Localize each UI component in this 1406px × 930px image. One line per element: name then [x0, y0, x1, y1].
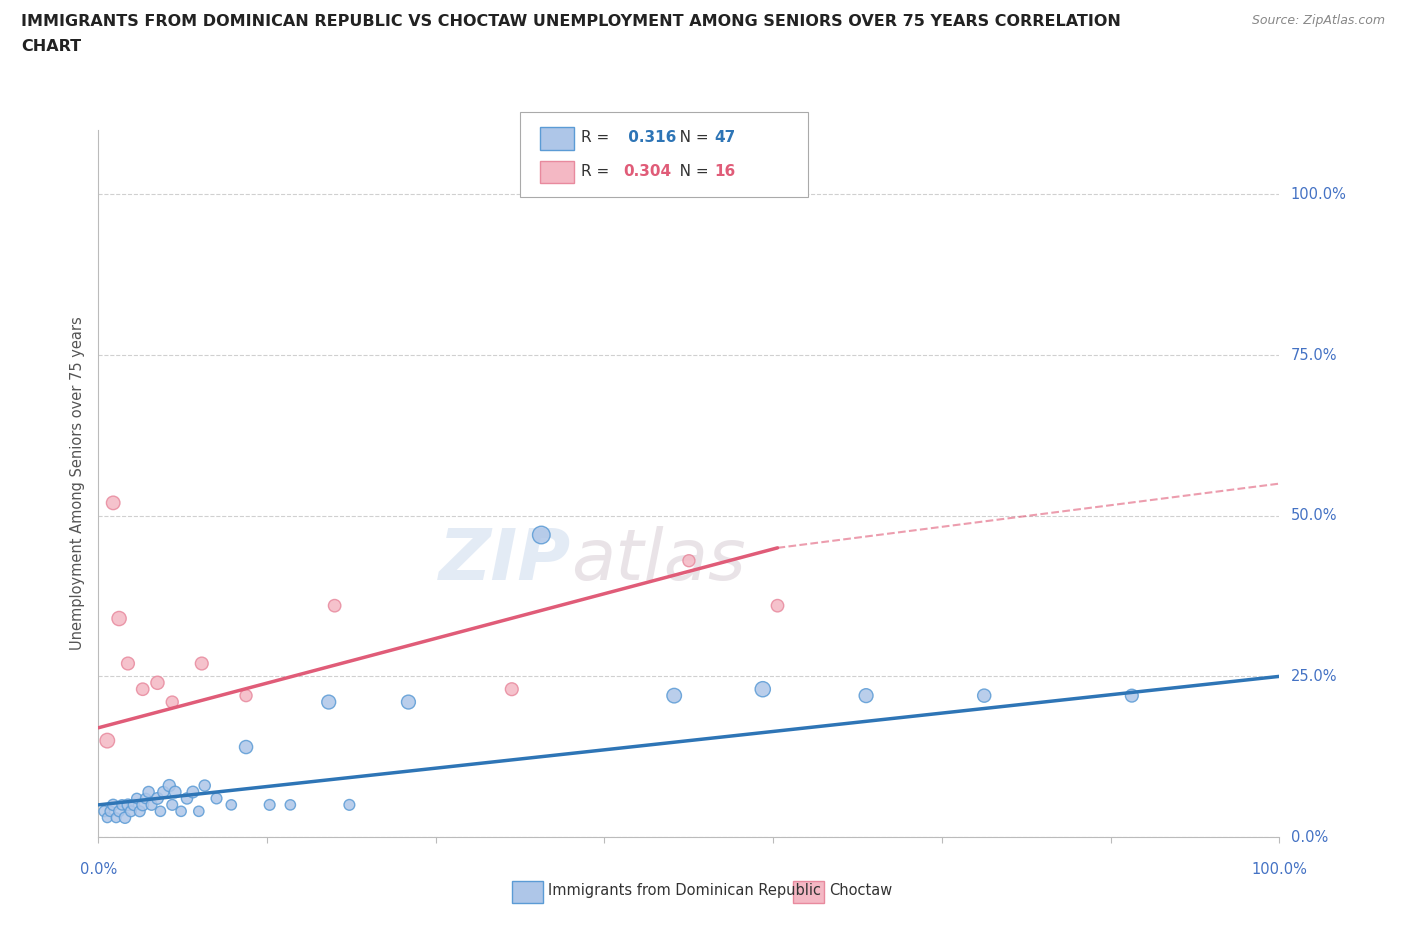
Point — [105, 810, 128, 825]
Point — [165, 785, 187, 800]
Point — [146, 791, 169, 806]
Point — [141, 797, 163, 812]
Point — [103, 496, 125, 511]
Point — [751, 682, 773, 697]
Text: ZIP: ZIP — [439, 526, 571, 595]
Text: 75.0%: 75.0% — [1291, 348, 1337, 363]
Text: Immigrants from Dominican Republic: Immigrants from Dominican Republic — [548, 884, 821, 898]
Point — [1121, 688, 1143, 703]
Point — [96, 810, 118, 825]
Y-axis label: Unemployment Among Seniors over 75 years: Unemployment Among Seniors over 75 years — [70, 317, 86, 650]
Text: 47: 47 — [714, 130, 735, 145]
Point — [664, 688, 686, 703]
Text: Choctaw: Choctaw — [830, 884, 893, 898]
Point — [93, 804, 115, 818]
Point — [219, 797, 243, 812]
Point — [191, 656, 214, 671]
Text: Source: ZipAtlas.com: Source: ZipAtlas.com — [1251, 14, 1385, 27]
Point — [122, 797, 145, 812]
Point — [278, 797, 302, 812]
Point — [125, 791, 148, 806]
Point — [678, 553, 700, 568]
Point — [396, 695, 419, 710]
Text: N =: N = — [665, 164, 713, 179]
Point — [135, 791, 157, 806]
Point — [235, 688, 257, 703]
Point — [108, 804, 131, 818]
Point — [111, 797, 134, 812]
Point — [855, 688, 877, 703]
Point — [146, 675, 169, 690]
Point — [235, 739, 257, 754]
Text: 50.0%: 50.0% — [1291, 508, 1337, 524]
Point — [766, 598, 789, 613]
Point — [259, 797, 281, 812]
Point — [318, 695, 340, 710]
Point — [181, 785, 204, 800]
Text: R =: R = — [581, 164, 614, 179]
Text: atlas: atlas — [571, 526, 745, 595]
Point — [128, 804, 150, 818]
Point — [114, 810, 136, 825]
Text: 0.0%: 0.0% — [80, 862, 117, 877]
Point — [205, 791, 228, 806]
Point — [132, 682, 155, 697]
Point — [98, 804, 121, 818]
Text: IMMIGRANTS FROM DOMINICAN REPUBLIC VS CHOCTAW UNEMPLOYMENT AMONG SENIORS OVER 75: IMMIGRANTS FROM DOMINICAN REPUBLIC VS CH… — [21, 14, 1121, 29]
Text: 100.0%: 100.0% — [1291, 187, 1347, 202]
Text: 0.304: 0.304 — [623, 164, 671, 179]
Point — [194, 778, 217, 793]
Text: N =: N = — [665, 130, 713, 145]
Point — [103, 797, 125, 812]
Point — [117, 797, 139, 812]
Point — [162, 797, 183, 812]
Text: 25.0%: 25.0% — [1291, 669, 1337, 684]
Text: R =: R = — [581, 130, 614, 145]
Point — [530, 527, 553, 542]
Point — [120, 804, 142, 818]
Point — [170, 804, 193, 818]
Point — [149, 804, 172, 818]
Text: 16: 16 — [714, 164, 735, 179]
Point — [117, 656, 139, 671]
Point — [96, 733, 118, 748]
Point — [152, 785, 174, 800]
Text: 0.316: 0.316 — [623, 130, 676, 145]
Text: 0.0%: 0.0% — [1291, 830, 1327, 844]
Point — [108, 611, 131, 626]
Point — [138, 785, 160, 800]
Point — [501, 682, 523, 697]
Point — [176, 791, 198, 806]
Point — [973, 688, 995, 703]
Point — [132, 797, 155, 812]
Point — [162, 695, 183, 710]
Point — [187, 804, 209, 818]
Text: 100.0%: 100.0% — [1251, 862, 1308, 877]
Point — [323, 598, 346, 613]
Point — [337, 797, 360, 812]
Point — [157, 778, 180, 793]
Text: CHART: CHART — [21, 39, 82, 54]
